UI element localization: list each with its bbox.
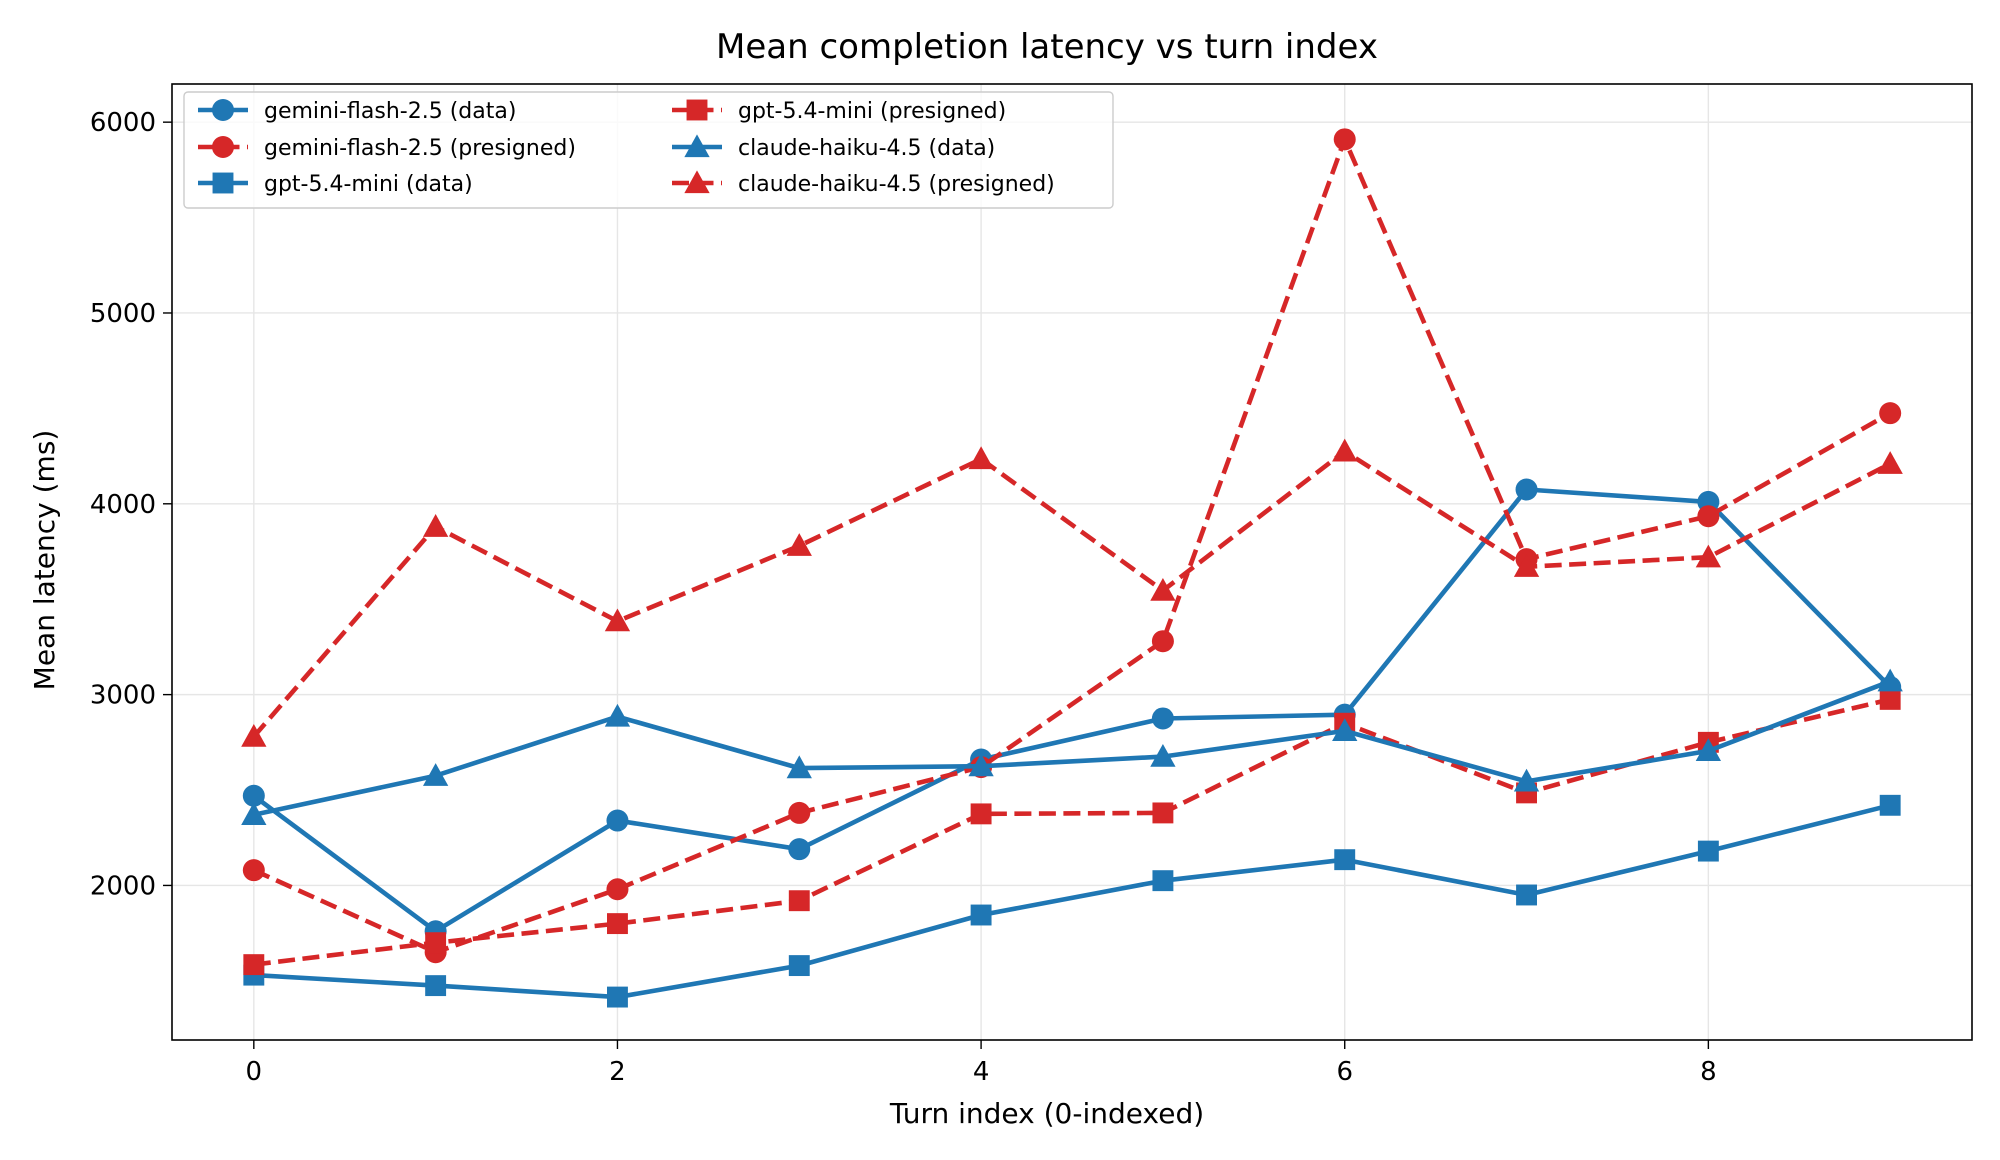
data-point	[1697, 840, 1719, 862]
series-gpt-5-4-mini-data	[243, 794, 1901, 1008]
legend-label: claude-haiku-4.5 (presigned)	[738, 172, 1055, 197]
data-point	[786, 533, 812, 556]
y-tick-label: 5000	[90, 299, 156, 329]
data-point	[1513, 768, 1540, 792]
series-claude-haiku-4-5-data	[241, 668, 1903, 825]
data-point	[1877, 668, 1903, 692]
legend-marker	[684, 134, 710, 158]
legend-item-claude-haiku-4-5-data: claude-haiku-4.5 (data)	[672, 134, 995, 161]
legend-marker	[684, 170, 710, 194]
data-point	[241, 802, 267, 825]
x-tick-label: 0	[246, 1057, 263, 1087]
data-point	[243, 954, 265, 976]
series-gemini-flash-2-5-data	[242, 478, 1902, 943]
data-point	[1879, 688, 1901, 710]
data-point	[968, 446, 994, 470]
data-point	[606, 878, 629, 901]
legend-marker	[212, 172, 234, 194]
legend-marker	[686, 99, 708, 121]
data-point	[788, 955, 810, 977]
data-point	[970, 803, 992, 825]
data-point	[607, 913, 628, 935]
series-line	[252, 137, 1892, 955]
data-point	[786, 755, 812, 779]
data-point	[968, 753, 994, 777]
legend-item-gemini-flash-2-5-data: gemini-flash-2.5 (data)	[198, 99, 516, 124]
x-axis-label: Turn index (0-indexed)	[889, 1097, 1204, 1130]
data-point	[1697, 505, 1720, 528]
legend: gemini-flash-2.5 (data) gemini-flash-2.5 …	[183, 91, 1114, 209]
data-point	[1334, 849, 1356, 871]
data-point	[1332, 438, 1358, 462]
x-tick-label: 6	[1336, 1057, 1353, 1087]
data-point	[788, 838, 811, 861]
axis-ticks: 0 2 4 6 8 2000 3000 4000 5000 6000	[90, 108, 1717, 1087]
legend-marker	[212, 136, 234, 158]
chart-title: Mean completion latency vs turn index	[716, 27, 1378, 67]
data-point	[422, 514, 449, 537]
data-point	[425, 932, 447, 954]
data-point	[1151, 630, 1174, 653]
series-layer	[241, 128, 1903, 1008]
data-point	[788, 890, 810, 912]
data-point	[1879, 794, 1901, 816]
legend-marker	[212, 99, 234, 121]
data-point	[242, 784, 265, 807]
data-point	[422, 763, 449, 786]
y-axis-label: Mean latency (ms)	[28, 430, 61, 691]
legend-item-gemini-flash-2-5-presigned: gemini-flash-2.5 (presigned)	[198, 136, 576, 161]
data-point	[1515, 478, 1538, 501]
data-point	[788, 801, 811, 824]
legend-label: gpt-5.4-mini (presigned)	[738, 99, 1006, 124]
data-point	[606, 809, 629, 832]
series-line	[253, 803, 1891, 1000]
legend-label: claude-haiku-4.5 (data)	[738, 136, 995, 161]
data-point	[1333, 128, 1356, 151]
legend-label: gemini-flash-2.5 (data)	[264, 99, 516, 124]
data-point	[1152, 802, 1174, 824]
legend-item-gpt-5-4-mini-data: gpt-5.4-mini (data)	[198, 172, 473, 197]
legend-item-gpt-5-4-mini-presigned: gpt-5.4-mini (presigned)	[672, 99, 1006, 124]
data-point	[1516, 884, 1537, 906]
data-point	[242, 859, 265, 882]
legend-box	[183, 91, 1114, 209]
data-point	[425, 975, 447, 997]
data-point	[1513, 554, 1540, 577]
data-point	[1877, 451, 1903, 474]
series-line	[252, 487, 1892, 934]
data-point	[1150, 743, 1176, 767]
legend-item-claude-haiku-4-5-presigned: claude-haiku-4.5 (presigned)	[672, 170, 1055, 197]
data-point	[1695, 544, 1722, 568]
data-point	[1332, 718, 1358, 741]
series-line	[253, 679, 1892, 818]
data-point	[1151, 707, 1174, 730]
legend-label: gpt-5.4-mini (data)	[264, 172, 473, 197]
data-point	[970, 904, 992, 926]
y-tick-label: 6000	[90, 108, 156, 138]
data-point	[241, 723, 267, 747]
y-tick-label: 2000	[90, 871, 156, 901]
y-tick-label: 3000	[90, 681, 156, 711]
plot-frame	[171, 83, 1973, 1041]
x-tick-label: 2	[609, 1057, 626, 1087]
data-point	[607, 986, 628, 1008]
data-point	[604, 608, 631, 632]
series-gemini-flash-2-5-presigned	[242, 128, 1902, 964]
series-claude-haiku-4-5-presigned	[241, 438, 1903, 747]
y-tick-label: 4000	[90, 490, 156, 520]
x-tick-label: 8	[1700, 1057, 1717, 1087]
series-line	[252, 448, 1892, 739]
data-point	[1695, 738, 1722, 762]
data-point	[1152, 870, 1174, 892]
x-tick-label: 4	[973, 1057, 990, 1087]
data-point	[1879, 402, 1902, 425]
data-point	[1150, 577, 1176, 601]
legend-label: gemini-flash-2.5 (presigned)	[264, 136, 576, 161]
data-point	[604, 703, 631, 727]
